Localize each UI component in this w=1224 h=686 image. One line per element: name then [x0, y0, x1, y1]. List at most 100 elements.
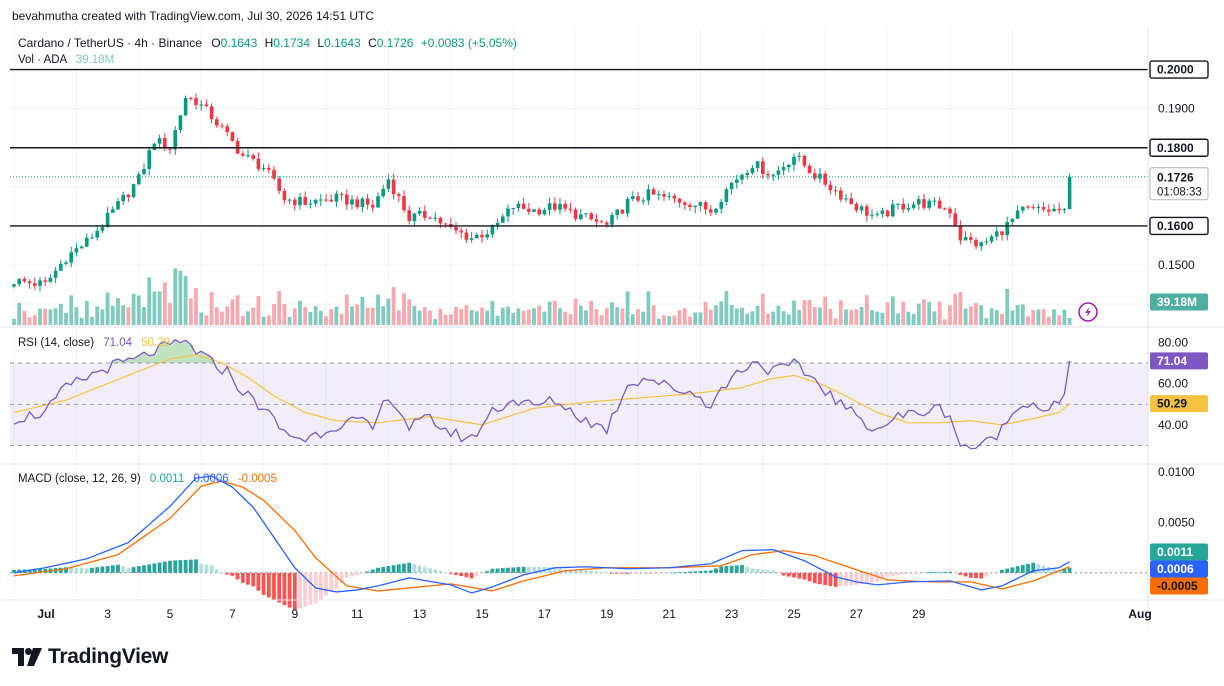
macd-histogram-bar	[474, 572, 479, 576]
macd-histogram-bar	[116, 564, 120, 573]
candle-body	[636, 196, 640, 201]
candle-body	[412, 213, 417, 222]
macd-histogram-bar	[864, 572, 869, 584]
macd-histogram-bar	[246, 572, 250, 585]
macd-histogram-bar	[32, 569, 37, 573]
price-axis[interactable]: 0.1900 0.1500 80.00 60.00 40.00 0.0100 0.0050	[1158, 102, 1195, 530]
candle-body	[766, 174, 770, 176]
macd-histogram-bar	[682, 571, 687, 573]
volume-bar	[641, 311, 646, 325]
volume-bar	[604, 308, 609, 325]
candle-body	[859, 206, 864, 211]
volume-bar	[646, 291, 651, 325]
volume-bar	[53, 308, 58, 325]
macd-histogram-bar	[412, 564, 417, 573]
pane-dividers[interactable]	[0, 28, 1224, 625]
volume-bar	[199, 312, 204, 325]
candle-body	[802, 155, 807, 166]
volume-bar	[958, 291, 963, 325]
rsi-overbought-fill	[110, 339, 1073, 363]
macd-histogram-bar	[100, 566, 105, 573]
volume-bar	[454, 306, 458, 325]
macd-histogram-bar	[968, 572, 973, 578]
candle-body	[454, 226, 458, 231]
candle-body	[485, 234, 489, 238]
volume-bar	[1031, 310, 1036, 325]
macd-histogram-bar	[74, 567, 79, 573]
macd-line-badge-bg	[1150, 560, 1208, 578]
candle-body	[641, 200, 645, 202]
volume-bar	[755, 305, 760, 325]
lightning-icon[interactable]	[1078, 302, 1098, 322]
candle-body	[293, 199, 297, 206]
rsi-line	[13, 338, 1071, 450]
volume-bar	[157, 291, 162, 325]
time-axis[interactable]: Jul 3 5 7 9 11 13 15 17 19 21 23 25 27 29 Aug	[37, 607, 1151, 621]
volume-bar	[350, 306, 354, 325]
chart-canvas[interactable]: 0.19000.150080.0060.0040.000.01000.0050 …	[0, 0, 1224, 640]
macd-histogram-bar	[625, 572, 630, 574]
candle-body	[813, 173, 817, 179]
macd-histogram-bar	[589, 570, 594, 573]
volume-bar	[568, 314, 573, 325]
price-axis-label: 0.1900	[1158, 102, 1195, 116]
candle-body	[989, 236, 994, 242]
candle-body	[922, 199, 926, 208]
macd-histogram-bar	[537, 567, 542, 573]
candle-body	[688, 204, 692, 208]
volume-bar	[32, 315, 37, 325]
volume-bar	[240, 315, 245, 325]
time-axis-label: 23	[725, 607, 739, 621]
rsi-badge: 71.04	[1157, 354, 1187, 368]
volume-bar	[428, 310, 432, 325]
macd-histogram-bar	[355, 572, 360, 576]
volume-bar	[407, 299, 412, 325]
volume-bar	[58, 303, 63, 325]
macd-title: MACD (close, 12, 26, 9)	[18, 473, 141, 485]
macd-histogram-bar	[350, 572, 354, 577]
macd-histogram-bar	[27, 569, 32, 573]
macd-histogram-bar	[688, 571, 692, 573]
candle-body	[43, 280, 47, 282]
candle-body	[163, 138, 167, 149]
macd-histogram-bar	[90, 567, 94, 573]
macd-histogram-bar	[64, 567, 68, 573]
candle-body	[683, 202, 687, 205]
candle-body	[755, 161, 760, 168]
candle-body	[646, 189, 651, 201]
candle-body	[740, 174, 744, 180]
volume-bar	[651, 305, 656, 325]
macd-histogram-bar	[495, 568, 500, 573]
macd-histogram-bar	[610, 572, 614, 574]
volume-bar	[209, 292, 214, 325]
macd-line-badge: 0.0006	[1157, 562, 1194, 576]
macd-histogram-bar	[386, 566, 391, 573]
volume-bar	[131, 293, 136, 325]
macd-histogram-bar	[568, 569, 573, 573]
volume-bar	[386, 298, 391, 325]
time-axis-label: 5	[167, 607, 174, 621]
level-badge-bg	[1150, 61, 1208, 79]
candle-body	[677, 198, 682, 203]
candle-body	[423, 210, 427, 218]
volume-bar	[1000, 313, 1004, 325]
macd-histogram-bar	[932, 572, 937, 573]
candle-body	[521, 203, 526, 209]
candle-body	[246, 155, 250, 157]
rsi-panel	[10, 338, 1148, 450]
macd-histogram-bar	[464, 572, 469, 578]
candle-body	[953, 213, 957, 227]
candle-body	[428, 217, 432, 219]
candle-body	[506, 208, 510, 217]
candle-body	[662, 194, 666, 197]
candle-body	[698, 202, 703, 206]
macd-histogram-bar	[828, 572, 833, 586]
candle-body	[475, 234, 479, 239]
macd-histogram-bar	[287, 572, 292, 608]
macd-histogram-bar	[370, 569, 375, 573]
volume-bar	[714, 305, 718, 325]
time-axis-label: 17	[538, 607, 552, 621]
macd-histogram-bar	[105, 565, 110, 573]
time-axis-label: 7	[229, 607, 236, 621]
horizontal-levels[interactable]	[10, 68, 1148, 227]
